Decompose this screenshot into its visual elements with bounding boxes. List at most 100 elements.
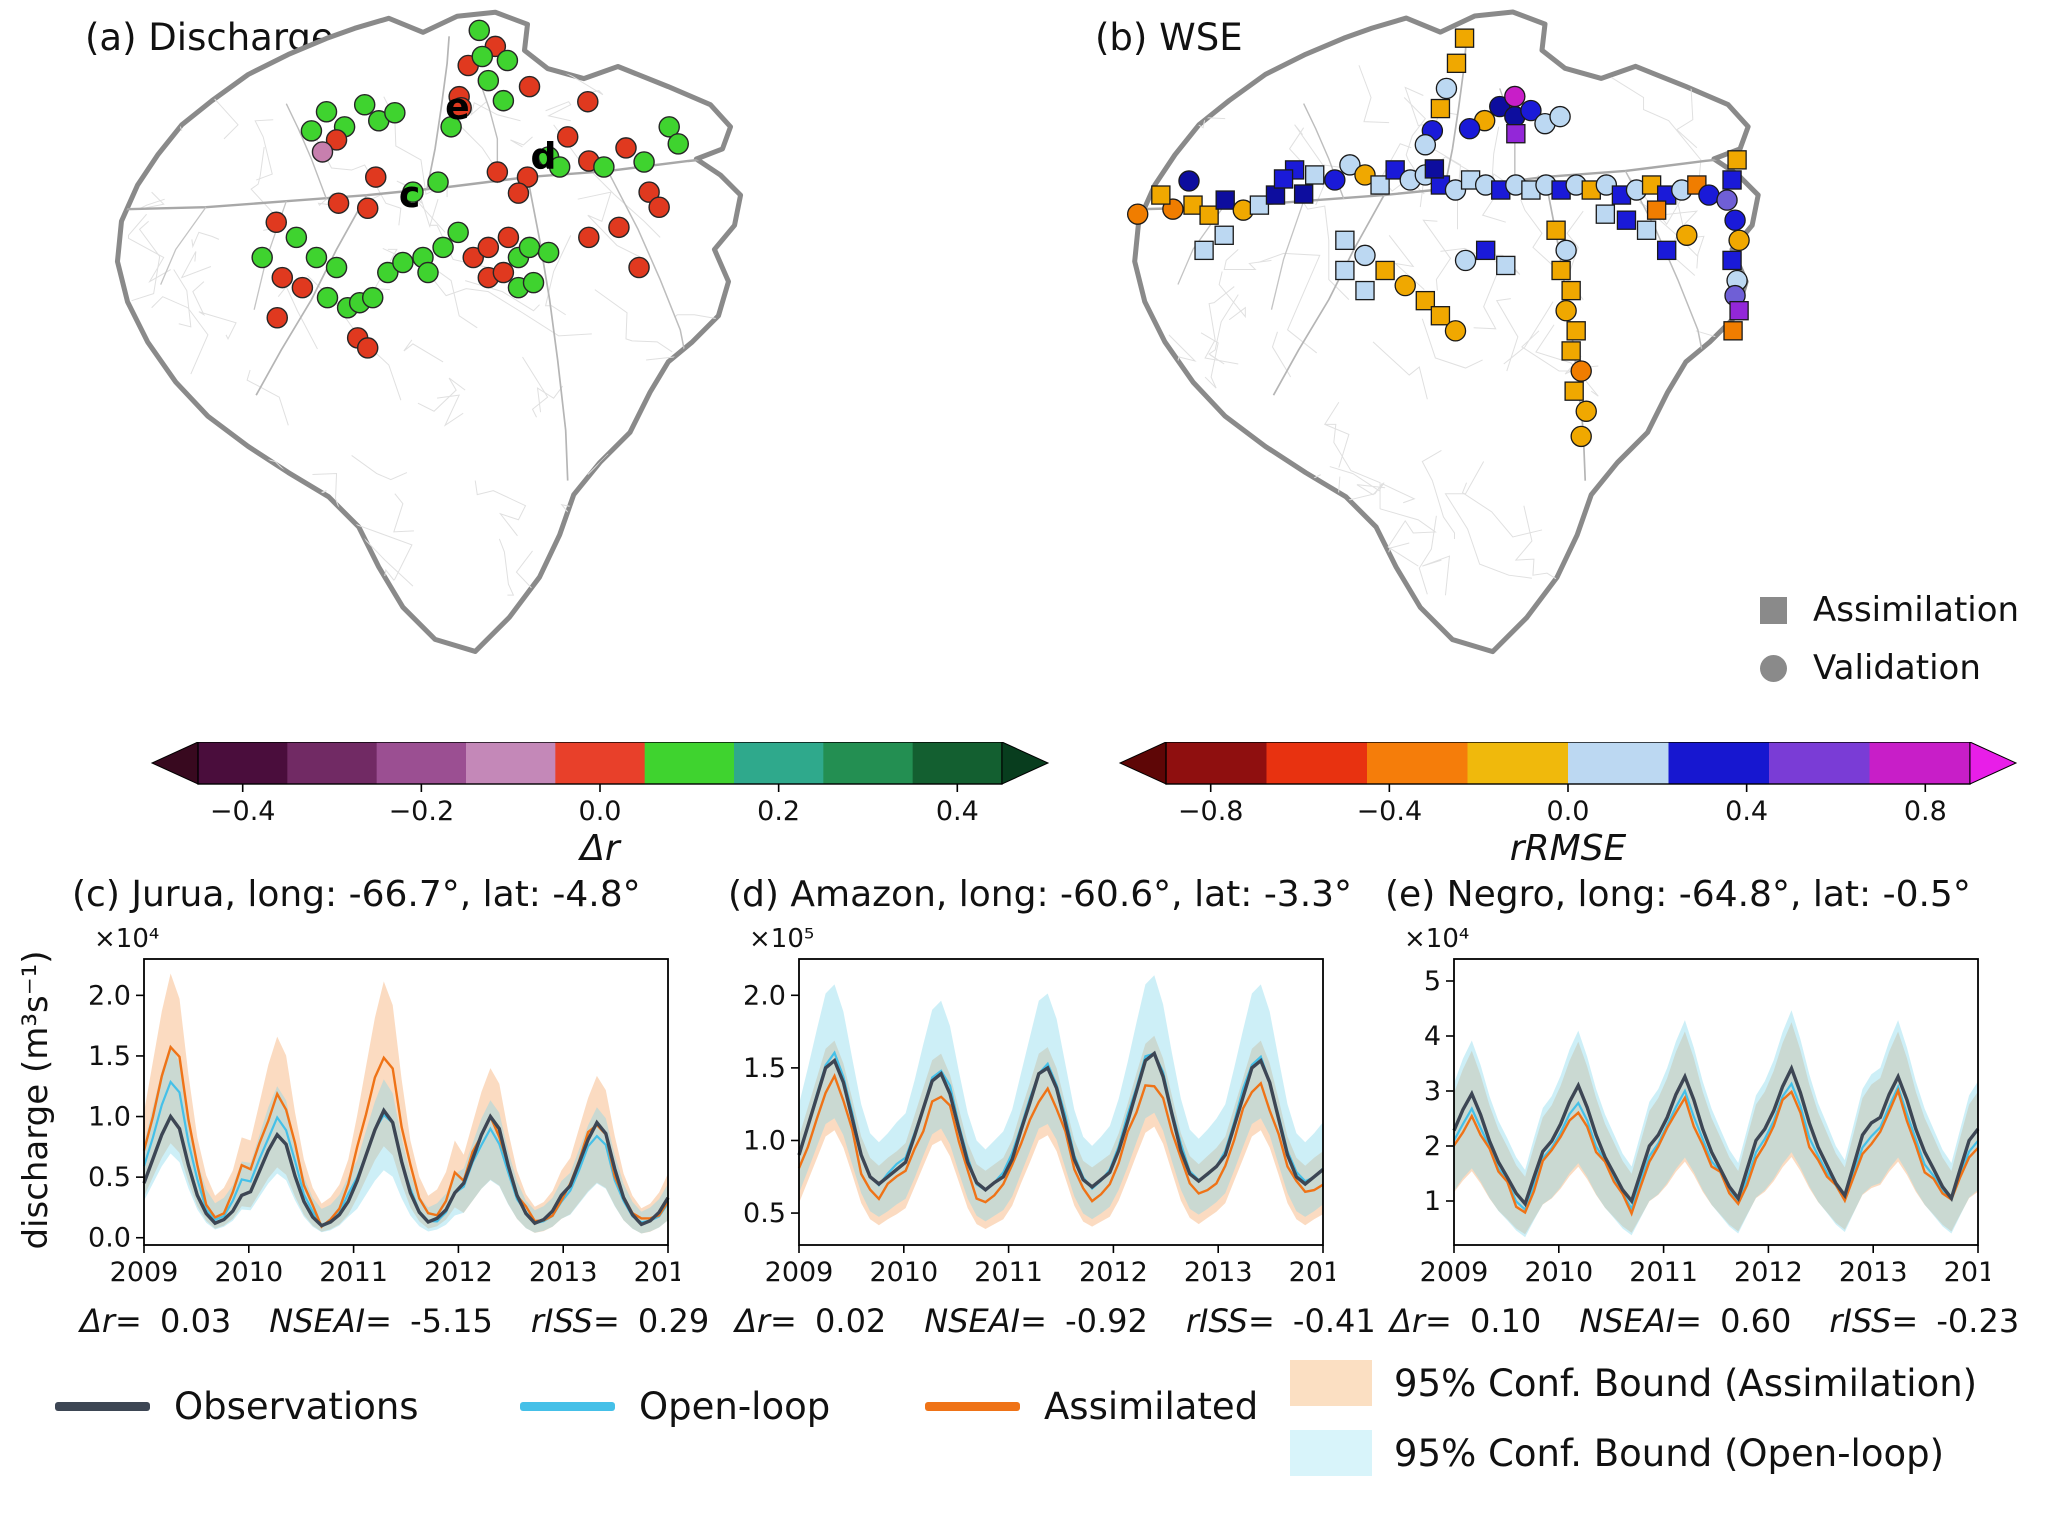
wse-assimilation-point — [1566, 321, 1586, 341]
chart-jurua: 2009 2010 2011 2012 2013 2014 0.0 0.5 1.0 1.5 2.0 ×… — [88, 925, 680, 1288]
discharge-station-point — [315, 100, 338, 123]
wse-assimilation-point — [1475, 240, 1496, 261]
river-minor — [262, 532, 298, 625]
y-tick-label: 1.5 — [88, 1041, 131, 1072]
river-minor — [1461, 482, 1543, 538]
wse-assimilation-point — [1636, 220, 1657, 240]
river-minor — [1514, 505, 1585, 597]
wse-validation-point — [1339, 154, 1361, 176]
discharge-station-point — [392, 251, 414, 274]
river-minor — [1276, 548, 1334, 652]
y-tick-label: 0.5 — [743, 1198, 786, 1229]
colorbar-segment — [198, 742, 288, 784]
x-tick-label: 2009 — [765, 1257, 834, 1288]
wse-assimilation-point — [1430, 306, 1451, 326]
conf-band-assimilation — [1454, 1022, 1978, 1235]
colorbar-tick-label: 0.2 — [757, 796, 800, 826]
y-tick-label: 2.0 — [88, 980, 131, 1011]
wse-validation-point — [1489, 95, 1511, 118]
map-wse — [1127, 9, 1761, 655]
colorbar-segment — [555, 742, 646, 784]
colorbar-tick-label: 0.0 — [1547, 796, 1590, 826]
river-minor — [1422, 219, 1452, 291]
river-trunk — [1270, 200, 1305, 310]
map-discharge: c d e — [114, 9, 744, 654]
validation-circle-icon — [1760, 654, 1787, 682]
wse-validation-point — [1324, 169, 1346, 191]
discharge-station-point — [518, 75, 541, 98]
wse-assimilation-point — [1215, 190, 1235, 210]
wse-validation-point — [1570, 360, 1592, 382]
wse-assimilation-point — [1249, 195, 1270, 215]
legend-line-swatch-icon — [925, 1402, 1020, 1411]
x-tick-label: 2011 — [1629, 1257, 1698, 1288]
mapb-legend-validation: Validation — [1760, 648, 1981, 688]
river-minor — [1404, 86, 1429, 127]
wse-assimilation-point — [1546, 220, 1566, 240]
axes-frame — [1453, 958, 1979, 1246]
y-tick-label: 2.0 — [743, 980, 786, 1011]
wse-assimilation-point — [1305, 165, 1325, 185]
discharge-station-point — [496, 49, 519, 72]
wse-assimilation-point — [1561, 280, 1581, 301]
discharge-station-point — [325, 256, 348, 279]
colorbar-segment — [1568, 742, 1669, 784]
river-minor — [577, 191, 644, 259]
river-minor — [1640, 558, 1693, 652]
river-minor — [594, 289, 673, 353]
x-tick-label: 2012 — [1079, 1257, 1148, 1288]
river-minor — [403, 339, 444, 363]
river-minor — [191, 231, 220, 249]
chart-amazon-stats: Δr= 0.02 NSEAI= -0.92 rISS= -0.41 — [735, 1302, 1376, 1340]
wse-validation-point — [1555, 239, 1577, 262]
legend-item-label: Observations — [174, 1385, 419, 1428]
colorbar-arrow-right — [1001, 742, 1050, 785]
river-minor — [498, 538, 515, 596]
river-minor — [1223, 500, 1257, 589]
y-tick-label: 1.0 — [743, 1125, 786, 1156]
colorbar-segment — [1668, 742, 1770, 784]
wse-validation-point — [1394, 274, 1416, 297]
colorbar-segment — [1266, 742, 1368, 784]
river-minor — [1200, 332, 1219, 389]
discharge-station-point — [507, 182, 530, 204]
discharge-station-point — [432, 236, 454, 259]
river-minor — [436, 394, 464, 427]
wse-assimilation-point — [1370, 175, 1390, 195]
wse-validation-point — [1444, 179, 1467, 201]
colorbar-segment — [1367, 742, 1468, 784]
river-minor — [1495, 298, 1519, 372]
river-trunk — [285, 103, 328, 200]
chart-negro-stats: Δr= 0.10 NSEAI= 0.60 rISS= -0.23 — [1390, 1302, 2019, 1340]
discharge-station-point — [251, 246, 273, 269]
colorbar-tick-label: 0.8 — [1904, 796, 1947, 826]
stat-label: rISS= — [530, 1302, 620, 1340]
colorbar-arrow-left — [1118, 742, 1167, 785]
x-tick-label: 2010 — [869, 1257, 938, 1288]
wse-assimilation-point — [1506, 124, 1526, 144]
x-tick-label: 2009 — [110, 1257, 179, 1288]
wse-validation-point — [1520, 99, 1542, 122]
discharge-station-point — [356, 197, 379, 219]
series-line-observations — [797, 1050, 1325, 1192]
river-minor — [131, 220, 161, 302]
assimilation-square-icon — [1760, 596, 1787, 624]
river-minor — [351, 455, 408, 481]
river-trunk — [481, 88, 499, 184]
discharge-station-point — [556, 126, 579, 148]
mapb-legend-validation-label: Validation — [1813, 648, 1981, 688]
discharge-station-point — [356, 337, 379, 359]
river-minor — [580, 525, 645, 569]
stat-label: Δr= — [80, 1302, 142, 1340]
colorbar-tick-label: 0.0 — [579, 796, 622, 826]
river-minor — [417, 377, 466, 412]
colorbar-segment — [287, 742, 378, 784]
river-minor — [1294, 124, 1352, 170]
river-minor — [474, 480, 527, 537]
discharge-station-point — [305, 246, 328, 269]
river-minor — [173, 269, 192, 328]
series-line-assimilated — [1453, 1087, 1979, 1217]
discharge-station-point — [633, 151, 655, 173]
river-minor — [277, 285, 318, 350]
y-tick-label: 3 — [1424, 1076, 1441, 1107]
